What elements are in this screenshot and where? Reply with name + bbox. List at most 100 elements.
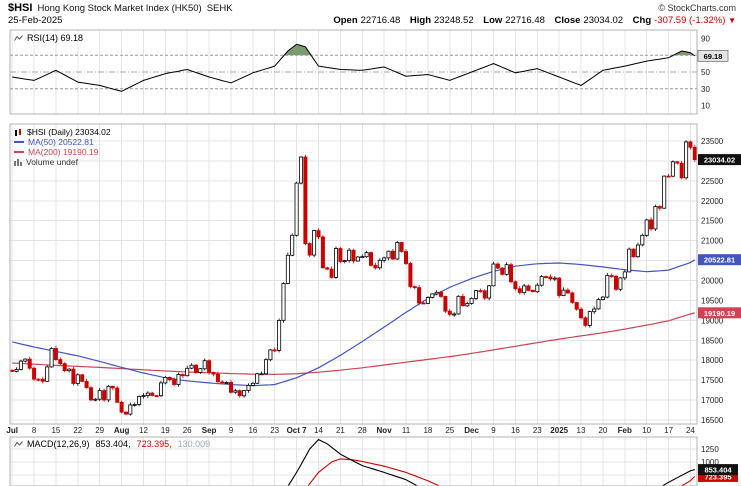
candle-body — [469, 297, 474, 304]
candle-body — [692, 146, 697, 161]
ma200-value-box-text: 19190.19 — [704, 309, 735, 318]
candle-body — [268, 349, 273, 361]
x-tick-label: Feb — [618, 426, 632, 435]
candle-body — [10, 369, 15, 372]
candle-body — [250, 382, 255, 386]
price-axis-label: 18500 — [701, 336, 724, 345]
candle-body — [106, 385, 111, 401]
candle-body — [478, 290, 483, 293]
candle-body — [631, 248, 636, 258]
price-axis-label: 17000 — [701, 396, 724, 405]
candle-body — [373, 264, 378, 269]
candle-body — [145, 392, 150, 397]
candle-body — [592, 308, 597, 313]
candle-body — [128, 404, 133, 415]
x-tick-label: 25 — [445, 426, 454, 435]
price-axis-label: 22500 — [701, 177, 724, 186]
quote-line: Open 22716.48 High 23248.52 Low 22716.48 Cl… — [326, 15, 736, 26]
candle-body — [285, 254, 290, 284]
candle-body — [408, 263, 413, 288]
candle-body — [417, 287, 422, 304]
x-tick-label: 18 — [423, 426, 432, 435]
rsi-axis-label: 50 — [701, 68, 710, 77]
candle-body — [618, 277, 623, 290]
candle-body — [18, 360, 23, 370]
candle-body — [185, 367, 190, 377]
candle-body — [224, 381, 229, 384]
candle-body — [382, 257, 387, 261]
price-axis-label: 17500 — [701, 376, 724, 385]
candle-body — [281, 283, 286, 321]
high-label: High — [409, 15, 431, 26]
candle-body — [36, 378, 41, 381]
legend-volume: Volume undef — [14, 157, 111, 167]
candle-body — [298, 156, 303, 184]
candle-body — [425, 296, 430, 304]
candle-body — [535, 284, 540, 293]
candle-body — [649, 219, 654, 230]
candle-body — [403, 251, 408, 264]
candle-body — [517, 288, 522, 293]
price-axis-label: 18000 — [701, 356, 724, 365]
candle-body — [557, 277, 562, 296]
candle-body — [163, 376, 168, 384]
candle-body — [303, 156, 308, 244]
candle-body — [220, 381, 225, 384]
candle-body — [333, 248, 338, 278]
candle-body — [605, 275, 610, 298]
candle-body — [561, 289, 566, 297]
candle-body — [49, 348, 54, 368]
candle-body — [579, 308, 584, 319]
candle-body — [377, 259, 382, 269]
rsi-value-box: 69.18 — [697, 50, 729, 62]
candlestick-icon — [15, 128, 21, 136]
candle-body — [115, 387, 120, 403]
close-value: 23034.02 — [583, 15, 624, 26]
candle-body — [390, 250, 395, 260]
close-label: Close — [554, 15, 581, 26]
price-axis-label: 19500 — [701, 296, 724, 305]
candle-body — [622, 271, 627, 279]
candle-body — [80, 374, 85, 382]
x-tick-label: 20 — [598, 426, 607, 435]
candle-body — [14, 368, 19, 372]
candle-body — [443, 295, 448, 312]
macd-legend: MACD(12,26,9) 853.404, 723.395, 130.009 — [14, 439, 212, 449]
x-tick-label: 29 — [95, 426, 104, 435]
candle-body — [460, 295, 465, 307]
candle-body — [570, 292, 575, 303]
header-quote-row: 25-Feb-2025 Open 22716.48 High 23248.52 Lo… — [8, 15, 736, 26]
indicator-squiggle-icon — [14, 441, 23, 447]
candle-body — [614, 275, 619, 290]
candle-body — [237, 390, 242, 397]
macd-axis-label: 1000 — [701, 458, 719, 467]
candle-body — [97, 390, 102, 400]
candle-body — [272, 349, 277, 352]
candle-body — [386, 250, 391, 259]
x-tick-label: 23 — [533, 426, 542, 435]
chg-value: -307.59 (-1.32%) — [654, 15, 726, 26]
symbol: $HSI — [8, 2, 33, 14]
x-tick-label: Sep — [202, 426, 217, 435]
candle-body — [110, 385, 115, 389]
ma50-value-box-text: 20522.81 — [704, 256, 735, 265]
candle-body — [609, 275, 614, 277]
x-tick-label: 21 — [336, 426, 345, 435]
candle-body — [71, 368, 76, 384]
candle-body — [360, 256, 365, 259]
x-tick-label: 23 — [270, 426, 279, 435]
candle-body — [202, 360, 207, 370]
candle-body — [45, 366, 50, 382]
candle-body — [338, 248, 343, 262]
candle-body — [552, 277, 557, 280]
candle-body — [364, 252, 369, 258]
candle-body — [434, 291, 439, 295]
price-plot-layer — [10, 140, 697, 416]
candle-body — [504, 264, 509, 275]
x-tick-label: Oct 7 — [287, 426, 308, 435]
candle-body — [495, 263, 500, 269]
candle-body — [141, 395, 146, 398]
candle-body — [482, 290, 487, 299]
x-tick-label: 8 — [32, 426, 37, 435]
